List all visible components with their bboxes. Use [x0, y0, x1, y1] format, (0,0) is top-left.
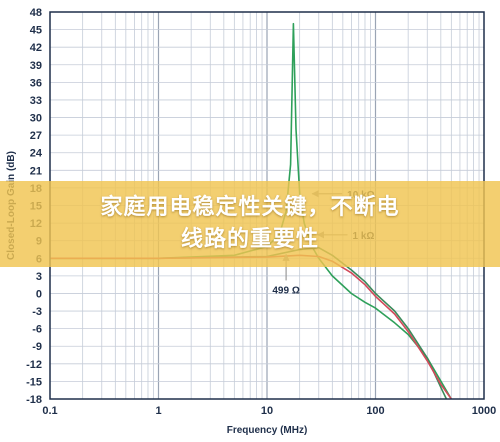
x-axis-ticks: 0.1 1 10 100 1000 [42, 405, 496, 417]
x-tick-label: 1000 [472, 405, 496, 417]
annotation-label-499: 499 Ω [272, 285, 299, 296]
y-tick-label: 24 [30, 148, 43, 160]
x-axis-label: Frequency (MHz) [227, 425, 308, 436]
x-tick-label: 0.1 [42, 405, 57, 417]
x-tick-label: 1 [155, 405, 161, 417]
series-line-2 [50, 246, 448, 400]
banner-line-2: 线路的重要性 [180, 227, 319, 252]
y-tick-label: 39 [30, 60, 42, 72]
y-tick-label: -3 [32, 306, 42, 318]
title-banner: 家庭用电稳定性关键，不断电 线路的重要性 [0, 181, 500, 267]
series-line-3 [50, 254, 452, 400]
y-tick-label: 3 [36, 271, 42, 283]
y-tick-label: 48 [30, 7, 42, 19]
y-tick-label: 21 [30, 165, 42, 177]
y-tick-label: 27 [30, 130, 42, 142]
y-tick-label: -12 [26, 359, 42, 371]
y-tick-label: 30 [30, 113, 42, 125]
y-tick-label: -15 [26, 376, 42, 388]
y-tick-label: 0 [36, 288, 42, 300]
x-tick-label: 100 [366, 405, 384, 417]
y-tick-label: 45 [30, 25, 42, 37]
y-tick-label: 42 [30, 42, 42, 54]
x-tick-label: 10 [261, 405, 273, 417]
y-tick-label: 36 [30, 77, 42, 89]
y-tick-label: -18 [26, 394, 42, 406]
banner-line-1: 家庭用电稳定性关键，不断电 [100, 195, 400, 220]
y-tick-label: 33 [30, 95, 42, 107]
y-tick-label: -9 [32, 341, 42, 353]
y-tick-label: -6 [32, 324, 42, 336]
